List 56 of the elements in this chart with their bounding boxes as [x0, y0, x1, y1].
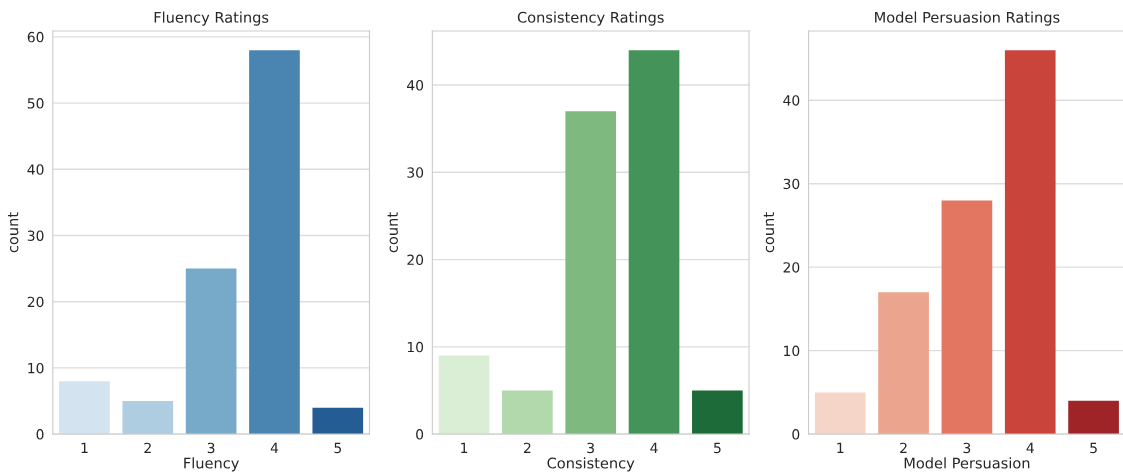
x-tick-label: 4 [1026, 442, 1034, 453]
x-tick-label: 1 [81, 442, 88, 453]
x-tick-label: 1 [837, 442, 844, 453]
chart-title: Model Persuasion Ratings [875, 11, 1060, 26]
y-tick-label: 30 [783, 178, 800, 190]
x-tick-label: 2 [900, 442, 907, 453]
y-tick-label: 50 [27, 98, 44, 109]
y-tick-label: 10 [784, 345, 800, 357]
bar [312, 407, 364, 435]
x-axis-title: Fluency [184, 457, 239, 472]
bar [185, 268, 237, 435]
bar [814, 392, 866, 435]
bar [438, 355, 490, 435]
y-tick-label: 0 [36, 429, 44, 440]
x-tick-label: 3 [207, 442, 215, 454]
bar [59, 381, 110, 435]
x-tick-label: 4 [270, 442, 279, 453]
y-tick-label: 0 [792, 429, 800, 440]
bar [1004, 50, 1056, 435]
x-tick-label: 1 [461, 442, 468, 453]
y-tick-label: 10 [407, 341, 424, 353]
y-tick-label: 10 [28, 362, 44, 374]
x-axis-title: Consistency [547, 457, 635, 472]
y-axis-title: count [7, 212, 19, 253]
y-tick-label: 20 [27, 296, 44, 308]
x-tick-label: 2 [144, 442, 151, 453]
bar [502, 390, 553, 435]
x-tick-label: 5 [1090, 442, 1097, 454]
bar [1068, 400, 1119, 435]
bar [692, 390, 743, 435]
x-tick-label: 3 [587, 442, 594, 454]
bar [941, 200, 993, 435]
y-tick-label: 0 [416, 429, 424, 440]
y-tick-label: 40 [407, 80, 424, 91]
x-tick-label: 5 [714, 442, 721, 454]
x-tick-label: 2 [523, 442, 531, 453]
chart-title: Consistency Ratings [517, 11, 664, 26]
y-tick-label: 40 [27, 164, 44, 175]
bar [565, 111, 617, 435]
x-tick-label: 4 [650, 442, 658, 453]
y-tick-label: 30 [407, 167, 424, 178]
y-tick-label: 20 [407, 254, 424, 266]
x-axis-title: Model Persuasion [904, 457, 1030, 469]
bar [249, 50, 300, 435]
bar [122, 401, 174, 435]
bar [628, 50, 680, 435]
bar [878, 292, 929, 435]
y-tick-label: 30 [27, 230, 44, 241]
y-axis-title: count [387, 212, 398, 253]
chart-title: Fluency Ratings [154, 11, 269, 26]
y-tick-label: 20 [783, 262, 800, 273]
x-tick-label: 5 [334, 442, 341, 454]
y-axis-title: count [763, 212, 775, 253]
x-tick-label: 3 [963, 442, 971, 454]
y-tick-label: 40 [783, 95, 800, 106]
y-tick-label: 60 [27, 31, 44, 43]
